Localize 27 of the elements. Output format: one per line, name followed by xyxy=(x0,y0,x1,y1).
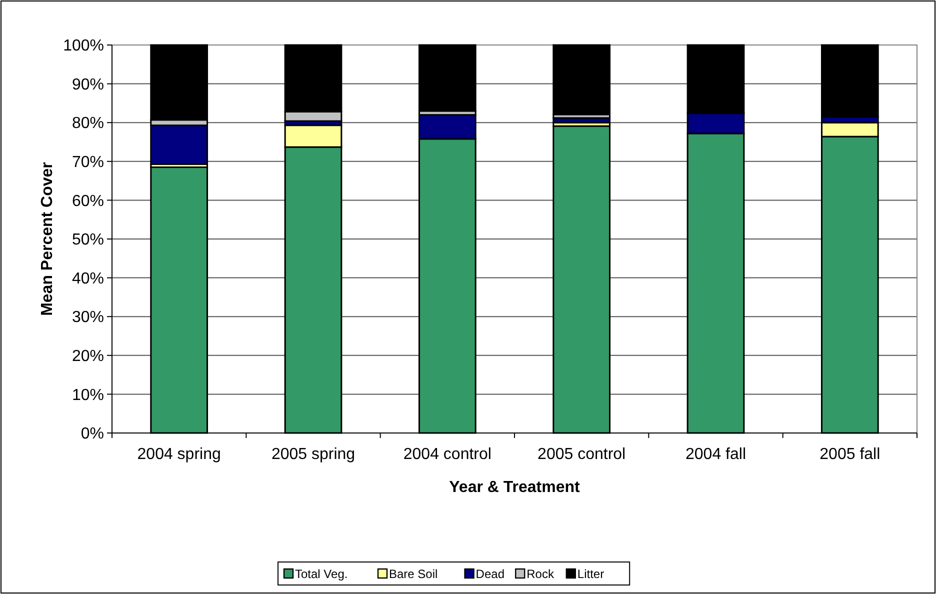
y-tick-label: 10% xyxy=(72,386,104,404)
x-tick-label: 2005 control xyxy=(538,446,626,463)
legend-label: Rock xyxy=(526,567,555,581)
y-tick-label: 60% xyxy=(72,192,104,210)
legend-label: Bare Soil xyxy=(389,567,438,581)
y-tick-label: 30% xyxy=(72,309,104,326)
y-tick-label: 90% xyxy=(72,76,104,94)
legend-label: Dead xyxy=(476,567,504,581)
bar xyxy=(552,44,611,116)
y-tick-label: 40% xyxy=(72,270,104,288)
y-tick-label: 100% xyxy=(63,38,104,55)
x-axis-title: Year & Treatment xyxy=(449,479,581,496)
y-tick-label: 0% xyxy=(80,426,104,443)
y-axis-title: Mean Percent Cover xyxy=(39,162,56,316)
x-tick-label: 2004 spring xyxy=(137,446,221,463)
x-tick-label: 2004 control xyxy=(403,446,492,463)
legend-label: Total Veg. xyxy=(295,567,348,581)
y-tick-label: 20% xyxy=(72,348,104,365)
x-tick-label: 2005 spring xyxy=(271,446,356,463)
x-tick-label: 2004 fall xyxy=(686,446,746,463)
bar xyxy=(150,124,208,165)
y-tick-label: 80% xyxy=(72,115,104,132)
legend-label: Litter xyxy=(577,567,604,581)
bar xyxy=(418,44,476,112)
y-tick-label: 50% xyxy=(72,232,104,249)
x-tick-label: 2005 fall xyxy=(820,446,880,463)
y-tick-label: 70% xyxy=(72,154,104,171)
